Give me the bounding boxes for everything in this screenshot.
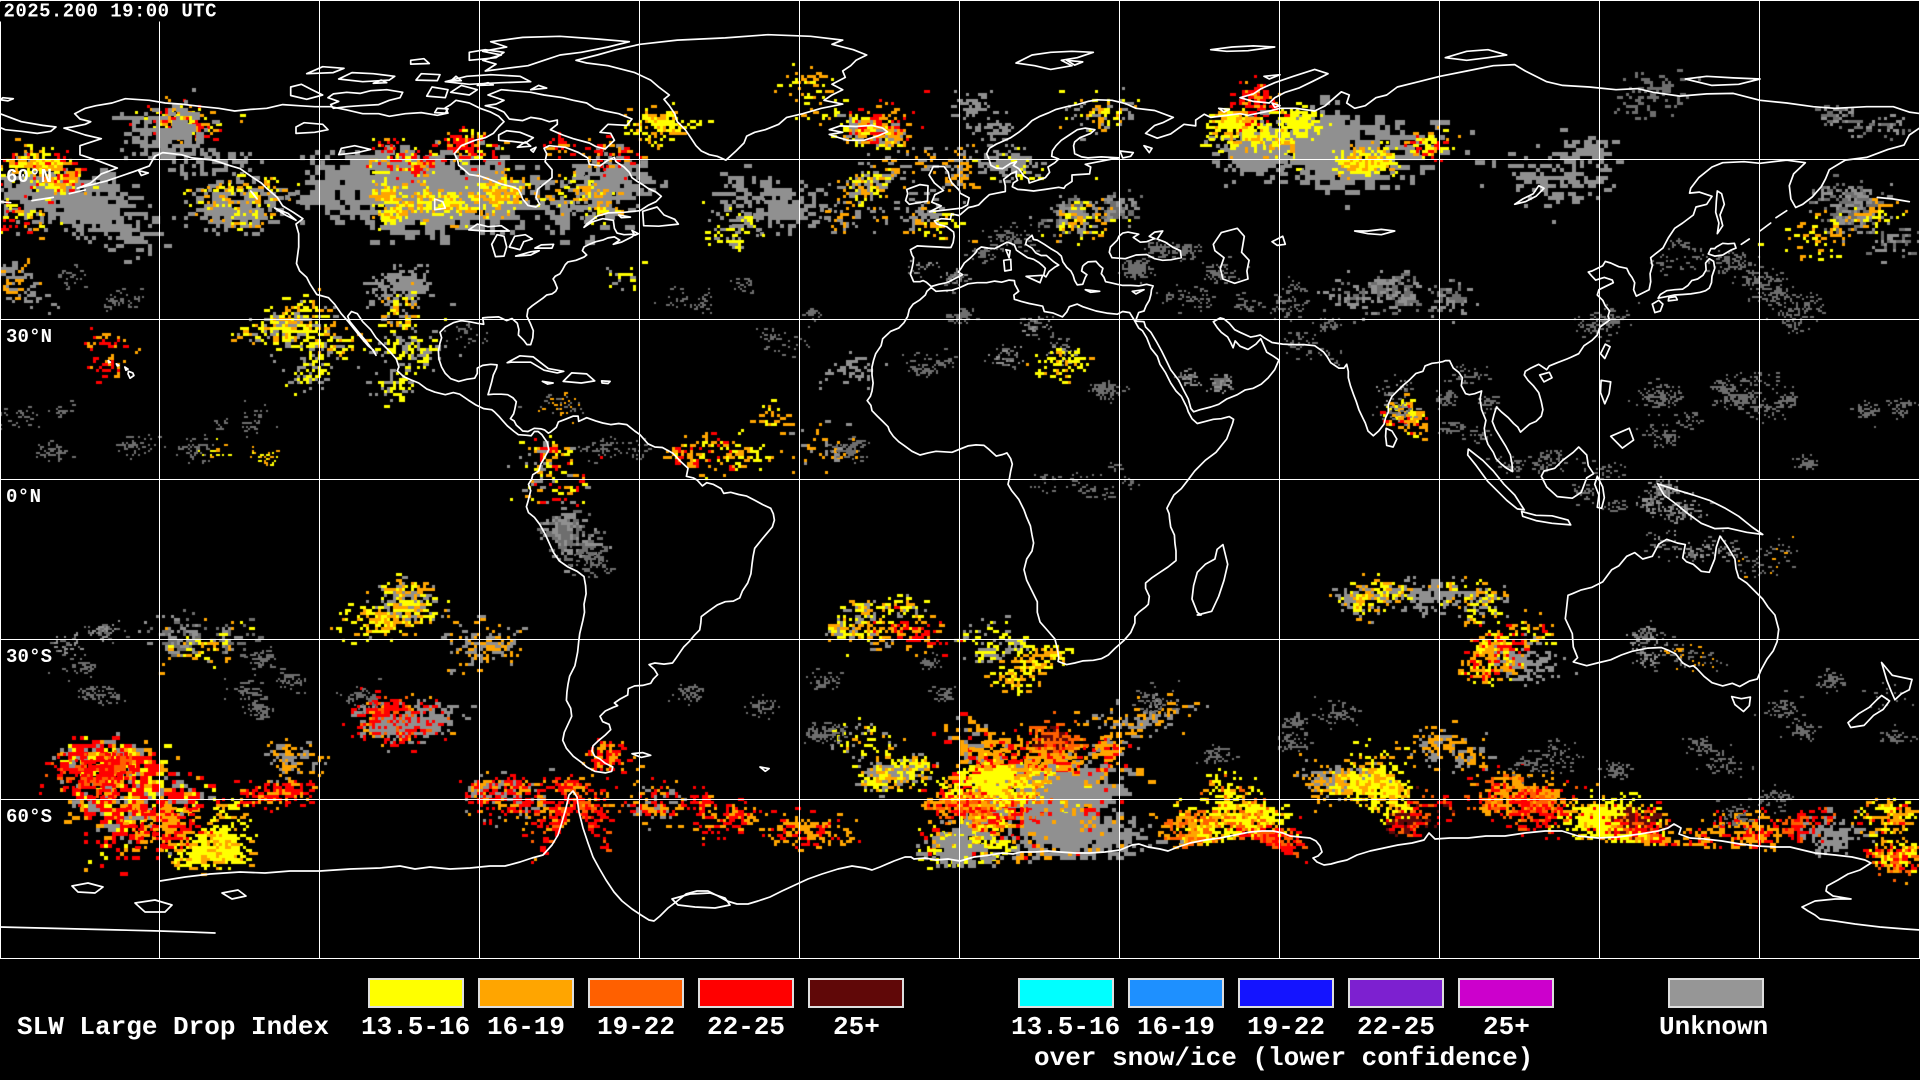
svg-text:60°N: 60°N — [6, 166, 52, 188]
svg-text:0°N: 0°N — [6, 486, 41, 508]
svg-text:60°S: 60°S — [6, 806, 52, 828]
svg-text:30°S: 30°S — [6, 646, 52, 668]
svg-text:30°N: 30°N — [6, 326, 52, 348]
svg-text:2025.200 19:00 UTC: 2025.200 19:00 UTC — [4, 1, 217, 23]
